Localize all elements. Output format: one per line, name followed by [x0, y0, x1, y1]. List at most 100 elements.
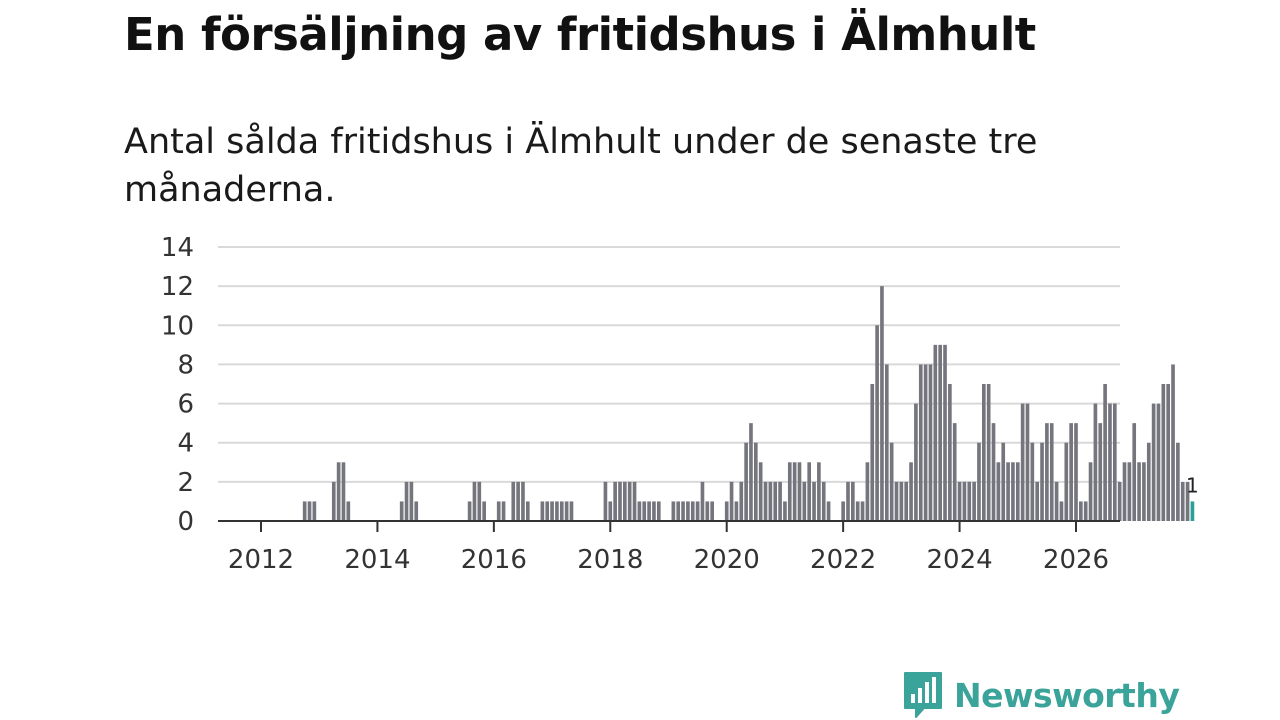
bar — [914, 403, 918, 521]
bar — [569, 501, 574, 521]
bar — [414, 501, 419, 521]
bar — [525, 501, 530, 521]
bar — [948, 384, 952, 521]
bar — [690, 501, 695, 521]
bar — [1112, 403, 1117, 521]
bar — [1074, 423, 1078, 521]
bar — [341, 462, 346, 521]
bar — [875, 325, 879, 521]
bar — [797, 462, 802, 521]
bar — [787, 462, 792, 521]
bar — [1161, 384, 1166, 521]
bar — [409, 481, 414, 521]
bar — [1171, 364, 1175, 521]
bar — [1093, 403, 1098, 521]
bar — [1025, 403, 1030, 521]
bar — [943, 344, 947, 521]
bar — [346, 501, 351, 521]
bar — [991, 423, 996, 521]
bar — [734, 501, 739, 521]
x-tick-label: 2016 — [461, 545, 527, 575]
bar — [957, 481, 962, 521]
bar — [1180, 481, 1185, 521]
bar — [496, 501, 501, 521]
bar — [564, 501, 569, 521]
last-value-label: 1 — [1186, 473, 1199, 497]
bar — [909, 462, 913, 521]
bar — [802, 481, 807, 521]
bar — [1064, 442, 1069, 521]
bar — [1045, 423, 1049, 521]
bar — [671, 501, 676, 521]
bar — [1015, 462, 1020, 521]
x-tick-label: 2018 — [577, 545, 643, 575]
bar — [467, 501, 472, 521]
bar — [521, 481, 525, 521]
bar — [511, 481, 516, 521]
x-axis-ticks: 2012 2014 2016 2018 2020 2022 2024 2026 — [228, 521, 1109, 575]
bar — [656, 501, 661, 521]
bar — [1098, 423, 1103, 521]
x-tick-label: 2026 — [1043, 545, 1109, 575]
bar — [851, 481, 855, 521]
bar — [1035, 481, 1040, 521]
data-labels: 1 — [1186, 473, 1199, 497]
bar — [778, 481, 782, 521]
bar — [555, 501, 559, 521]
bar — [1001, 442, 1006, 521]
y-tick-label: 0 — [177, 507, 194, 537]
bar — [1142, 462, 1146, 521]
brand-logo: Newsworthy — [902, 670, 1180, 720]
y-tick-label: 4 — [177, 429, 194, 459]
bar — [603, 481, 608, 521]
bar — [1059, 501, 1064, 521]
bar — [928, 364, 933, 521]
bar — [846, 481, 850, 521]
bar — [1156, 403, 1161, 521]
bar — [977, 442, 981, 521]
bar — [705, 501, 710, 521]
brand-name: Newsworthy — [954, 675, 1180, 715]
bar — [1011, 462, 1015, 521]
newsworthy-logo-icon — [904, 672, 942, 718]
bar — [302, 501, 307, 521]
y-tick-label: 2 — [177, 468, 194, 498]
bar — [1069, 423, 1073, 521]
x-tick-label: 2012 — [228, 545, 294, 575]
bar — [312, 501, 317, 521]
bar — [792, 462, 797, 521]
bar — [399, 501, 404, 521]
bar — [763, 481, 768, 521]
bar — [918, 364, 923, 521]
bar — [1006, 462, 1010, 521]
bar — [1127, 462, 1132, 521]
bar — [739, 481, 744, 521]
chart-title: En försäljning av fritidshus i Älmhult — [124, 8, 1036, 61]
bar — [865, 462, 870, 521]
bar — [826, 501, 831, 521]
bar — [783, 501, 787, 521]
bar — [986, 384, 991, 521]
bar — [996, 462, 1001, 521]
bar — [623, 481, 627, 521]
bar — [729, 481, 734, 521]
bar — [1151, 403, 1156, 521]
bar — [681, 501, 685, 521]
y-tick-label: 12 — [161, 272, 194, 302]
y-tick-label: 6 — [177, 390, 194, 420]
bar — [550, 501, 554, 521]
bar — [1088, 462, 1093, 521]
bar — [967, 481, 972, 521]
bar — [516, 481, 520, 521]
bar — [545, 501, 550, 521]
bars — [302, 286, 1195, 521]
bar — [894, 481, 899, 521]
bar — [1166, 384, 1170, 521]
bar — [676, 501, 681, 521]
bar — [1132, 423, 1137, 521]
bar — [472, 481, 477, 521]
bar — [860, 501, 865, 521]
x-tick-label: 2020 — [694, 545, 760, 575]
bar — [695, 501, 700, 521]
bar — [889, 442, 894, 521]
